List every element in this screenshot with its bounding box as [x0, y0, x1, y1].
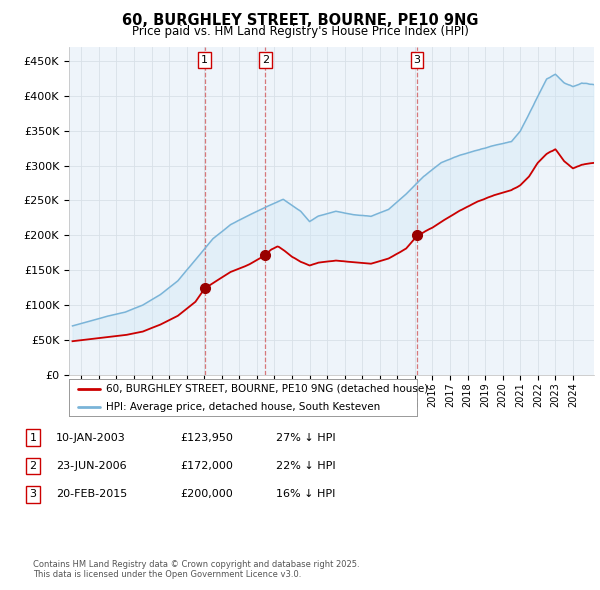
Text: 2: 2	[262, 55, 269, 65]
Text: 23-JUN-2006: 23-JUN-2006	[56, 461, 127, 471]
Text: 3: 3	[29, 490, 37, 499]
Text: £123,950: £123,950	[180, 433, 233, 442]
Text: This data is licensed under the Open Government Licence v3.0.: This data is licensed under the Open Gov…	[33, 571, 301, 579]
Text: 22% ↓ HPI: 22% ↓ HPI	[276, 461, 335, 471]
Text: Price paid vs. HM Land Registry's House Price Index (HPI): Price paid vs. HM Land Registry's House …	[131, 25, 469, 38]
Text: 60, BURGHLEY STREET, BOURNE, PE10 9NG: 60, BURGHLEY STREET, BOURNE, PE10 9NG	[122, 13, 478, 28]
Text: 3: 3	[413, 55, 421, 65]
Text: £172,000: £172,000	[180, 461, 233, 471]
Text: £200,000: £200,000	[180, 490, 233, 499]
Text: 60, BURGHLEY STREET, BOURNE, PE10 9NG (detached house): 60, BURGHLEY STREET, BOURNE, PE10 9NG (d…	[106, 384, 428, 394]
Text: 16% ↓ HPI: 16% ↓ HPI	[276, 490, 335, 499]
Text: 2: 2	[29, 461, 37, 471]
Text: HPI: Average price, detached house, South Kesteven: HPI: Average price, detached house, Sout…	[106, 402, 380, 412]
Text: 1: 1	[29, 433, 37, 442]
Text: 20-FEB-2015: 20-FEB-2015	[56, 490, 127, 499]
Text: 27% ↓ HPI: 27% ↓ HPI	[276, 433, 335, 442]
Text: 10-JAN-2003: 10-JAN-2003	[56, 433, 125, 442]
Text: 1: 1	[201, 55, 208, 65]
Text: Contains HM Land Registry data © Crown copyright and database right 2025.: Contains HM Land Registry data © Crown c…	[33, 560, 359, 569]
